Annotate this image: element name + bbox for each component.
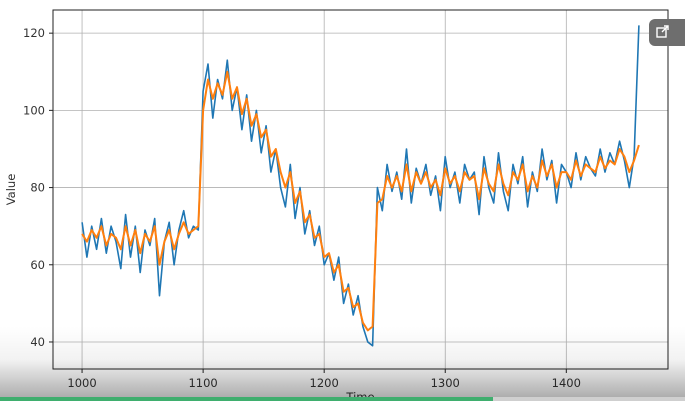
- x-tick-label: 1100: [188, 376, 217, 390]
- y-axis-label: Value: [4, 174, 18, 206]
- x-tick-label: 1200: [310, 376, 339, 390]
- share-button[interactable]: [649, 19, 685, 46]
- y-tick-label: 60: [30, 258, 45, 272]
- axis-ticks: 1000 1100 1200 1300 1400 40 60 80 100 120: [23, 26, 581, 390]
- y-tick-label: 100: [23, 103, 45, 117]
- video-progress-fill: [0, 397, 494, 401]
- series-layer: [81, 25, 640, 347]
- y-tick-label: 80: [30, 181, 45, 195]
- share-icon: [656, 24, 670, 42]
- x-tick-label: 1400: [552, 376, 581, 390]
- y-tick-label: 120: [23, 26, 45, 40]
- series-line-2: [81, 70, 640, 332]
- x-tick-label: 1300: [431, 376, 460, 390]
- x-tick-label: 1000: [67, 376, 96, 390]
- grid-lines: [53, 10, 668, 369]
- plot-frame: [52, 9, 669, 370]
- video-progress-bar[interactable]: [0, 397, 685, 401]
- x-axis-label: Time: [345, 390, 374, 401]
- y-tick-label: 40: [30, 335, 45, 349]
